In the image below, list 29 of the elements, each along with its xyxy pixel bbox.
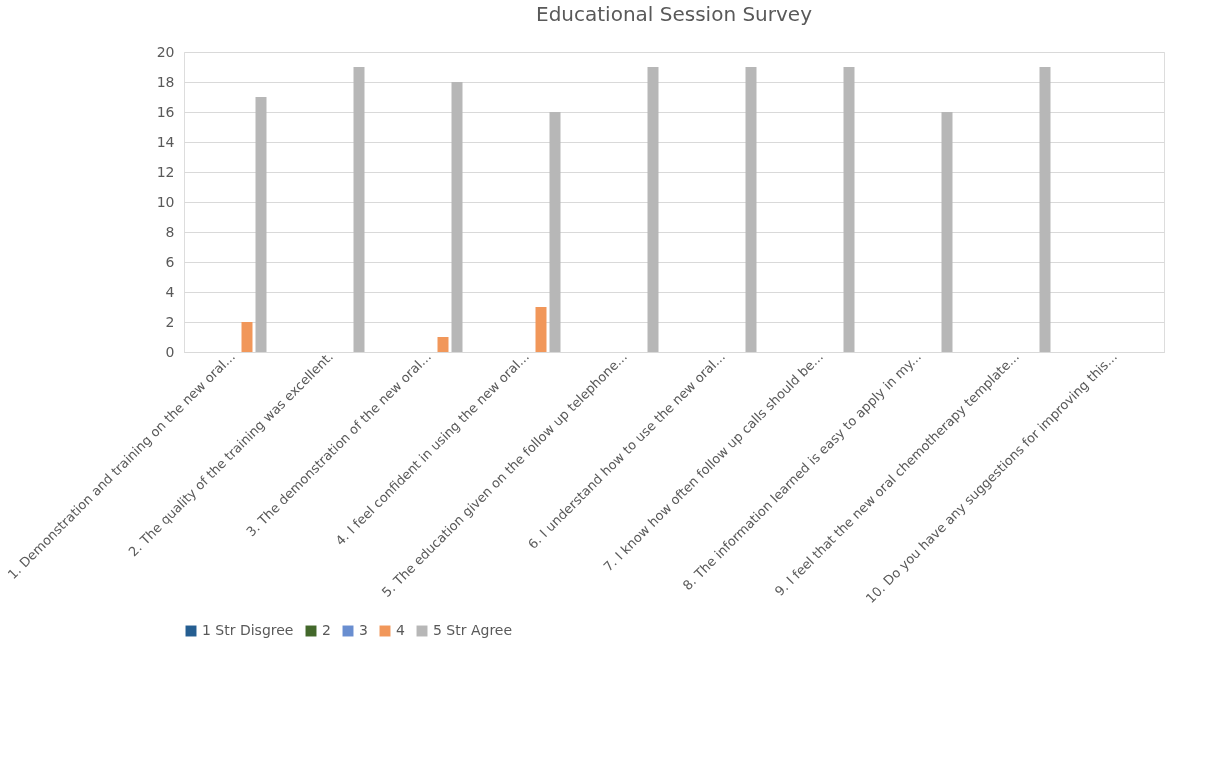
- bar: [843, 67, 855, 352]
- legend-label: 3: [359, 622, 368, 638]
- bar: [437, 337, 449, 352]
- bar: [647, 67, 659, 352]
- y-tick-label: 18: [156, 73, 175, 90]
- legend-label: 4: [396, 622, 405, 638]
- legend-label: 2: [322, 622, 331, 638]
- y-tick-label: 0: [165, 343, 175, 360]
- y-tick-label: 6: [165, 253, 175, 270]
- bar: [353, 67, 365, 352]
- y-tick-label: 4: [165, 283, 175, 300]
- y-tick-label: 14: [156, 133, 175, 150]
- bar: [941, 112, 953, 352]
- y-tick-label: 8: [165, 223, 175, 240]
- chart-title: Educational Session Survey: [536, 2, 813, 26]
- legend-label: 5 Str Agree: [433, 622, 513, 638]
- bar: [255, 97, 267, 352]
- y-tick-label: 20: [156, 43, 175, 60]
- bar: [535, 307, 547, 352]
- bar: [745, 67, 757, 352]
- y-tick-label: 2: [165, 313, 175, 330]
- legend-label: 1 Str Disgree: [202, 622, 294, 638]
- bar: [1039, 67, 1051, 352]
- y-tick-label: 12: [156, 163, 175, 180]
- bar: [549, 112, 561, 352]
- y-tick-label: 16: [156, 103, 175, 120]
- bar: [451, 82, 463, 352]
- y-tick-label: 10: [156, 193, 175, 210]
- bar: [241, 322, 253, 352]
